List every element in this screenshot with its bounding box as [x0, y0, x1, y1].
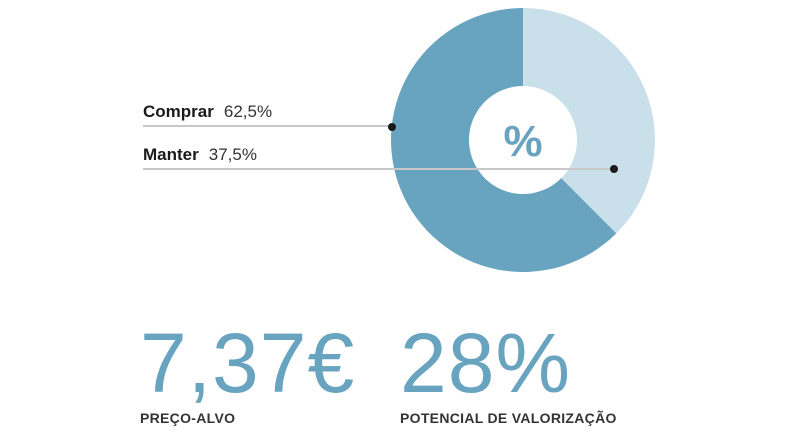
upside-value: 28% — [400, 316, 572, 410]
upside-caption: POTENCIAL DE VALORIZAÇÃO — [400, 410, 617, 426]
donut-slices — [391, 8, 655, 272]
leader-dot-comprar — [388, 123, 396, 131]
donut-slice-comprar — [391, 8, 617, 272]
slice-value-manter: 37,5% — [208, 145, 257, 164]
price-target-stat: 7,37€ PREÇO-ALVO — [140, 318, 355, 426]
donut-chart: % — [143, 8, 655, 272]
slice-value-comprar: 62,5% — [223, 102, 273, 121]
price-target-caption: PREÇO-ALVO — [140, 410, 236, 426]
leader-dot-manter — [610, 165, 618, 173]
donut-center-label: % — [503, 117, 542, 166]
legend-label-comprar: Comprar 62,5% — [143, 102, 272, 122]
legend-label-manter: Manter 37,5% — [143, 145, 257, 165]
slice-name-manter: Manter — [143, 145, 199, 164]
upside-stat: 28% POTENCIAL DE VALORIZAÇÃO — [400, 318, 617, 426]
slice-name-comprar: Comprar — [143, 102, 214, 121]
price-target-value: 7,37€ — [140, 316, 356, 410]
donut-slice-manter — [523, 8, 655, 234]
